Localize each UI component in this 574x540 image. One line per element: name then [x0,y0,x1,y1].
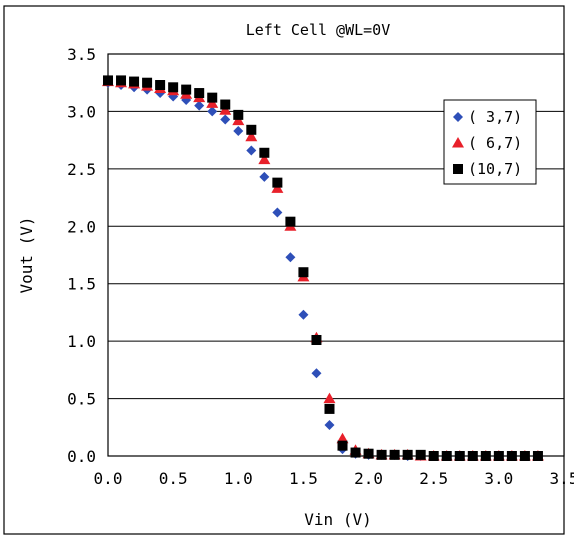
data-point [129,76,140,87]
legend-label: (10,7) [468,160,522,178]
data-point [207,106,218,117]
data-point [323,392,336,404]
y-tick-label: 2.0 [67,217,96,236]
legend: ( 3,7) ( 6,7) (10,7) [443,99,537,185]
series-3 [103,75,543,461]
x-axis-title: Vin (V) [304,510,371,529]
data-point [298,309,309,320]
y-tick-label: 3.0 [67,102,96,121]
x-tick-label: 3.0 [484,469,513,488]
legend-marker [452,137,464,148]
data-point [272,207,283,218]
data-point [246,145,257,156]
data-point [194,88,205,99]
data-point [415,449,426,460]
data-point [454,451,465,461]
legend-label: ( 3,7) [468,108,522,126]
data-point [233,109,244,120]
data-point [220,99,231,110]
y-tick-label: 0.5 [67,390,96,409]
data-point [519,451,530,461]
y-tick-label: 1.0 [67,332,96,351]
y-tick-label: 3.5 [67,45,96,64]
data-point [259,171,270,182]
x-tick-label: 1.5 [289,469,318,488]
data-point [103,75,113,86]
legend-marker [453,112,463,122]
data-point [324,419,335,430]
data-point [402,449,413,460]
data-point [258,153,271,165]
legend-marker [453,164,463,174]
data-point [142,77,153,88]
data-point [259,147,270,158]
data-point [480,451,491,461]
tick-labels: 0.0 0.5 1.0 1.5 2.0 2.5 3.0 3.5 0.0 0.5 1.0 1.5 2.0 2… [67,45,574,488]
data-point [363,448,374,459]
data-point [532,451,543,461]
x-tick-label: 0.5 [159,469,188,488]
data-point [311,368,322,379]
y-tick-label: 0.0 [67,447,96,466]
data-point [389,449,400,460]
y-axis-title: Vout (V) [17,216,36,293]
data-point [311,334,322,345]
x-tick-label: 2.0 [354,469,383,488]
data-point [245,130,258,142]
data-points [102,75,544,461]
data-point [376,449,387,460]
x-tick-label: 3.5 [550,469,574,488]
data-point [506,451,517,461]
data-point [336,432,349,444]
data-point [155,80,166,91]
data-point [285,252,296,263]
data-point [246,124,257,135]
y-tick-label: 1.5 [67,275,96,294]
data-point [324,403,335,414]
data-point [220,114,231,125]
grid-lines [108,53,564,457]
data-point [298,267,309,278]
data-point [207,92,218,103]
data-point [337,440,348,451]
data-point [272,177,283,188]
legend-label: ( 6,7) [468,134,522,152]
y-tick-label: 2.5 [67,160,96,179]
x-tick-label: 1.0 [224,469,253,488]
data-point [467,451,478,461]
x-tick-label: 2.5 [419,469,448,488]
data-point [428,451,439,461]
data-point [233,125,244,136]
data-point [194,100,205,111]
data-point [285,216,296,227]
data-point [350,447,361,458]
data-point [181,84,192,95]
data-point [116,75,127,86]
data-point [493,451,504,461]
data-point [441,451,452,461]
chart-title: Left Cell @WL=0V [246,21,391,39]
x-tick-label: 0.0 [94,469,123,488]
data-point [168,82,179,93]
